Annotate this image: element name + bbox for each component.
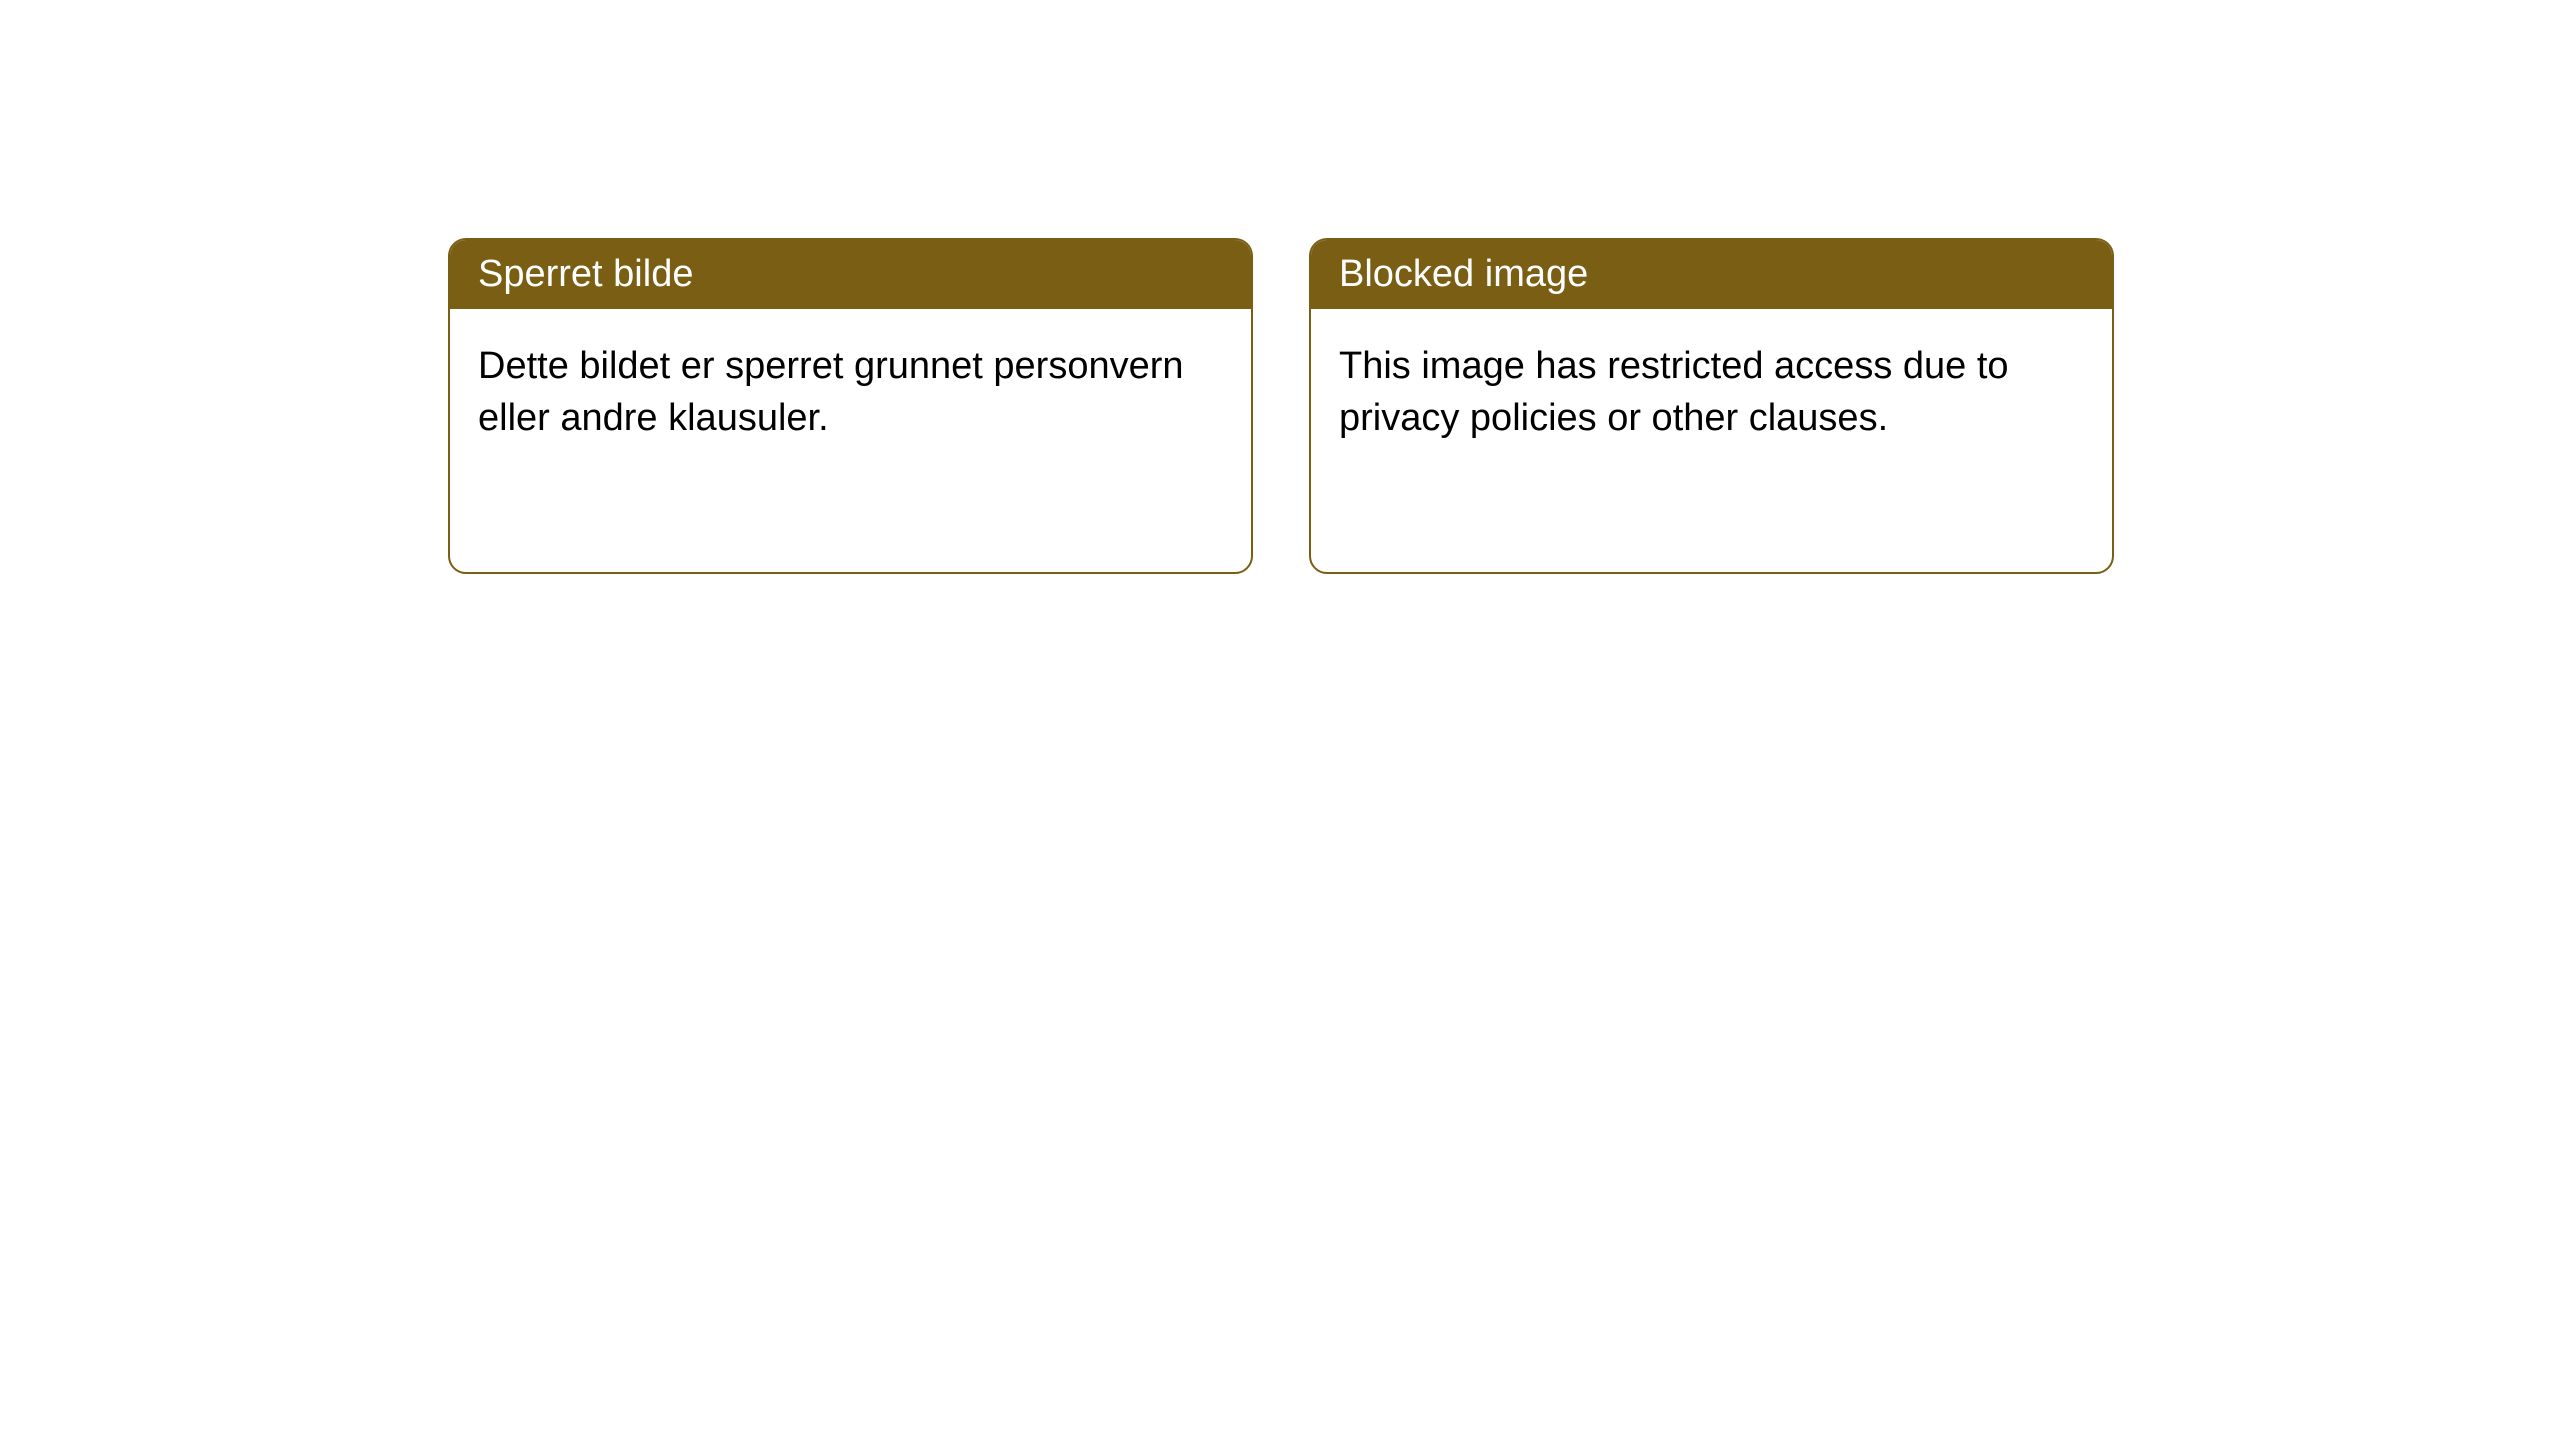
card-message: Dette bildet er sperret grunnet personve… [478,345,1184,438]
notice-card-english: Blocked image This image has restricted … [1309,238,2114,574]
card-title: Blocked image [1339,253,1588,295]
card-header: Sperret bilde [450,240,1251,309]
card-message: This image has restricted access due to … [1339,345,2009,438]
notice-cards-container: Sperret bilde Dette bildet er sperret gr… [448,238,2114,574]
card-header: Blocked image [1311,240,2112,309]
card-body: This image has restricted access due to … [1311,309,2112,476]
card-body: Dette bildet er sperret grunnet personve… [450,309,1251,476]
card-title: Sperret bilde [478,253,693,295]
notice-card-norwegian: Sperret bilde Dette bildet er sperret gr… [448,238,1253,574]
